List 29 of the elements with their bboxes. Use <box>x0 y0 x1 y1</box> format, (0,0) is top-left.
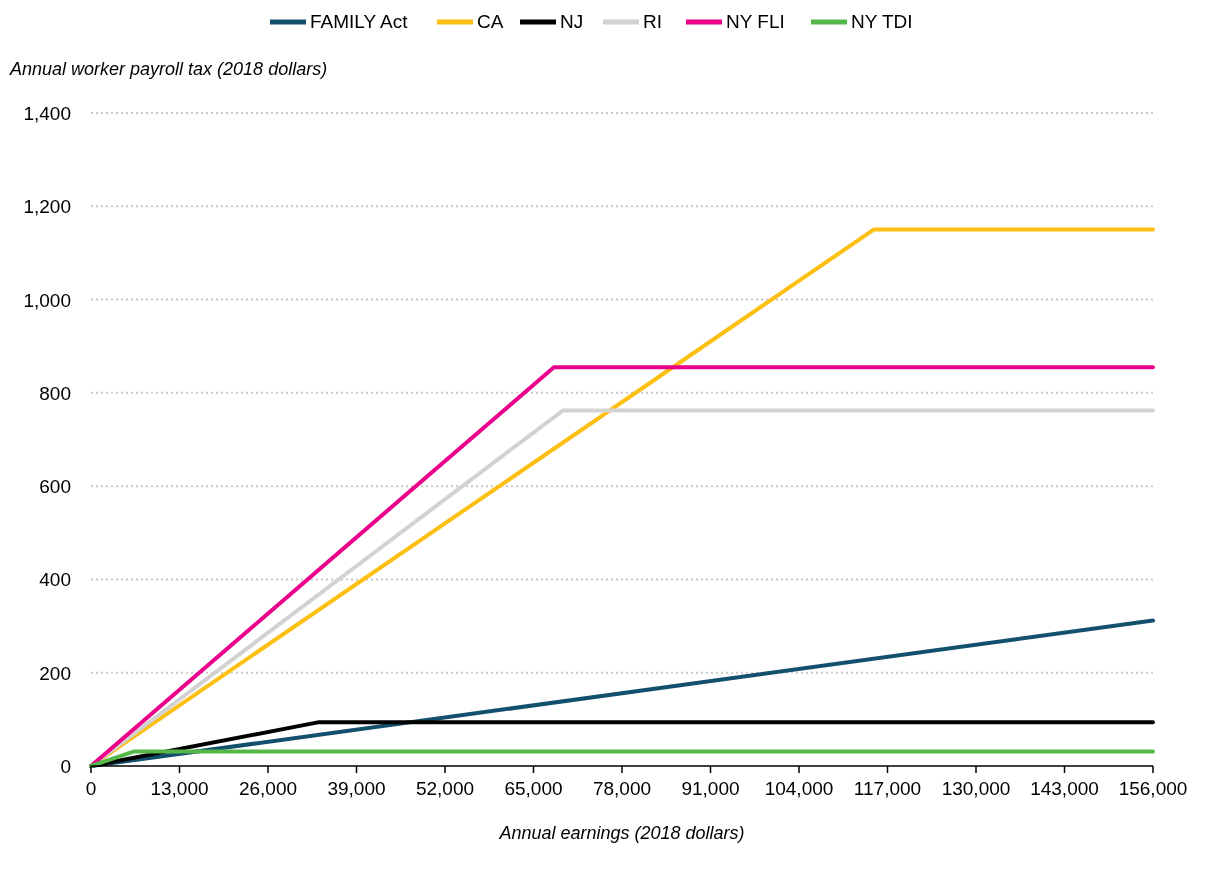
x-tick-label: 13,000 <box>150 778 209 799</box>
x-tick-label: 91,000 <box>681 778 740 799</box>
y-axis-title: Annual worker payroll tax (2018 dollars) <box>9 59 328 79</box>
legend-label: NY TDI <box>851 11 913 32</box>
legend-label: CA <box>477 11 504 32</box>
y-tick-label: 800 <box>39 382 71 404</box>
y-tick-label: 600 <box>39 476 71 498</box>
x-tick-label: 130,000 <box>941 778 1011 799</box>
legend-label: FAMILY Act <box>310 11 409 32</box>
y-tick-label: 1,000 <box>23 289 71 311</box>
legend-label: RI <box>643 11 662 32</box>
x-axis-title: Annual earnings (2018 dollars) <box>498 823 745 843</box>
x-tick-label: 65,000 <box>504 778 563 799</box>
x-tick-label: 26,000 <box>238 778 298 799</box>
x-tick-label: 117,000 <box>853 778 922 799</box>
x-tick-label: 143,000 <box>1030 778 1099 799</box>
y-tick-label: 0 <box>60 756 71 777</box>
x-tick-label: 0 <box>85 778 97 799</box>
y-tick-label: 1,200 <box>23 196 71 218</box>
x-tick-label: 52,000 <box>415 778 475 799</box>
y-tick-label: 400 <box>39 569 71 591</box>
x-tick-label: 156,000 <box>1118 778 1188 799</box>
legend-label: NY FLI <box>726 11 785 32</box>
y-tick-label: 1,400 <box>23 103 71 124</box>
legend-label: NJ <box>560 11 584 32</box>
x-tick-label: 104,000 <box>764 778 834 799</box>
y-tick-label: 200 <box>39 662 71 684</box>
x-tick-label: 78,000 <box>592 778 652 799</box>
x-tick-label: 39,000 <box>327 778 386 799</box>
